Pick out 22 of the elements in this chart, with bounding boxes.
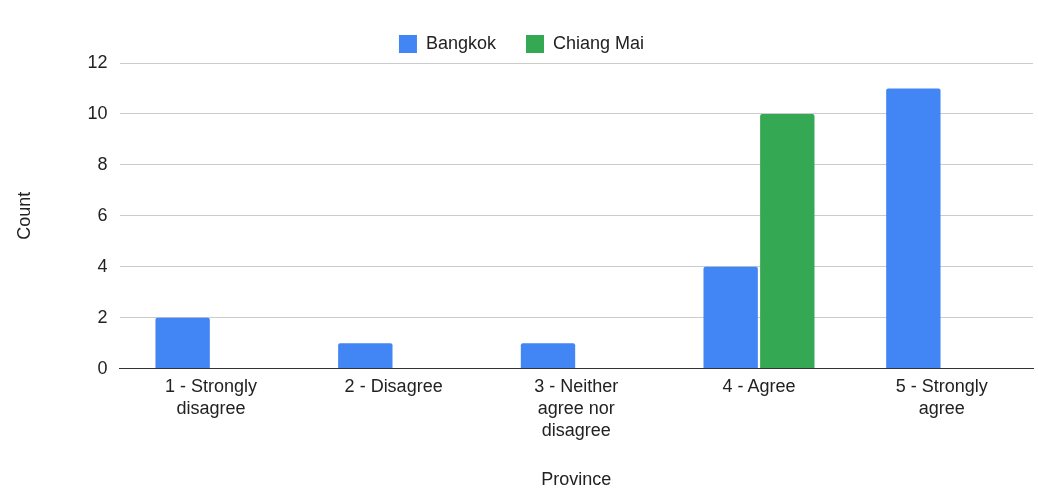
bar — [338, 343, 393, 369]
y-tick-label: 6 — [97, 204, 108, 225]
bar — [703, 266, 758, 369]
legend-label: Bangkok — [425, 32, 497, 53]
x-tick-label: 2 - Disagree — [344, 376, 443, 397]
bar — [886, 88, 941, 369]
y-tick-label: 10 — [87, 102, 108, 123]
y-tick-label: 8 — [97, 153, 108, 174]
y-tick-label: 0 — [97, 357, 108, 378]
y-tick-label: 4 — [97, 255, 108, 276]
x-tick-label: 3 - Neither agree nor disagree — [534, 376, 619, 440]
bar — [520, 343, 576, 369]
bar — [760, 113, 815, 369]
y-axis-title: Count — [13, 191, 34, 240]
x-tick-label: 4 - Agree — [722, 376, 796, 397]
legend-label: Chiang Mai — [553, 32, 645, 53]
x-tick-label: 5 - Strongly agree — [895, 376, 988, 418]
y-tick-label: 2 — [97, 306, 108, 327]
y-tick-label: 12 — [87, 51, 108, 72]
x-tick-label: 1 - Strongly disagree — [164, 376, 257, 418]
bar — [155, 317, 210, 369]
x-axis-title: Province — [541, 469, 612, 490]
